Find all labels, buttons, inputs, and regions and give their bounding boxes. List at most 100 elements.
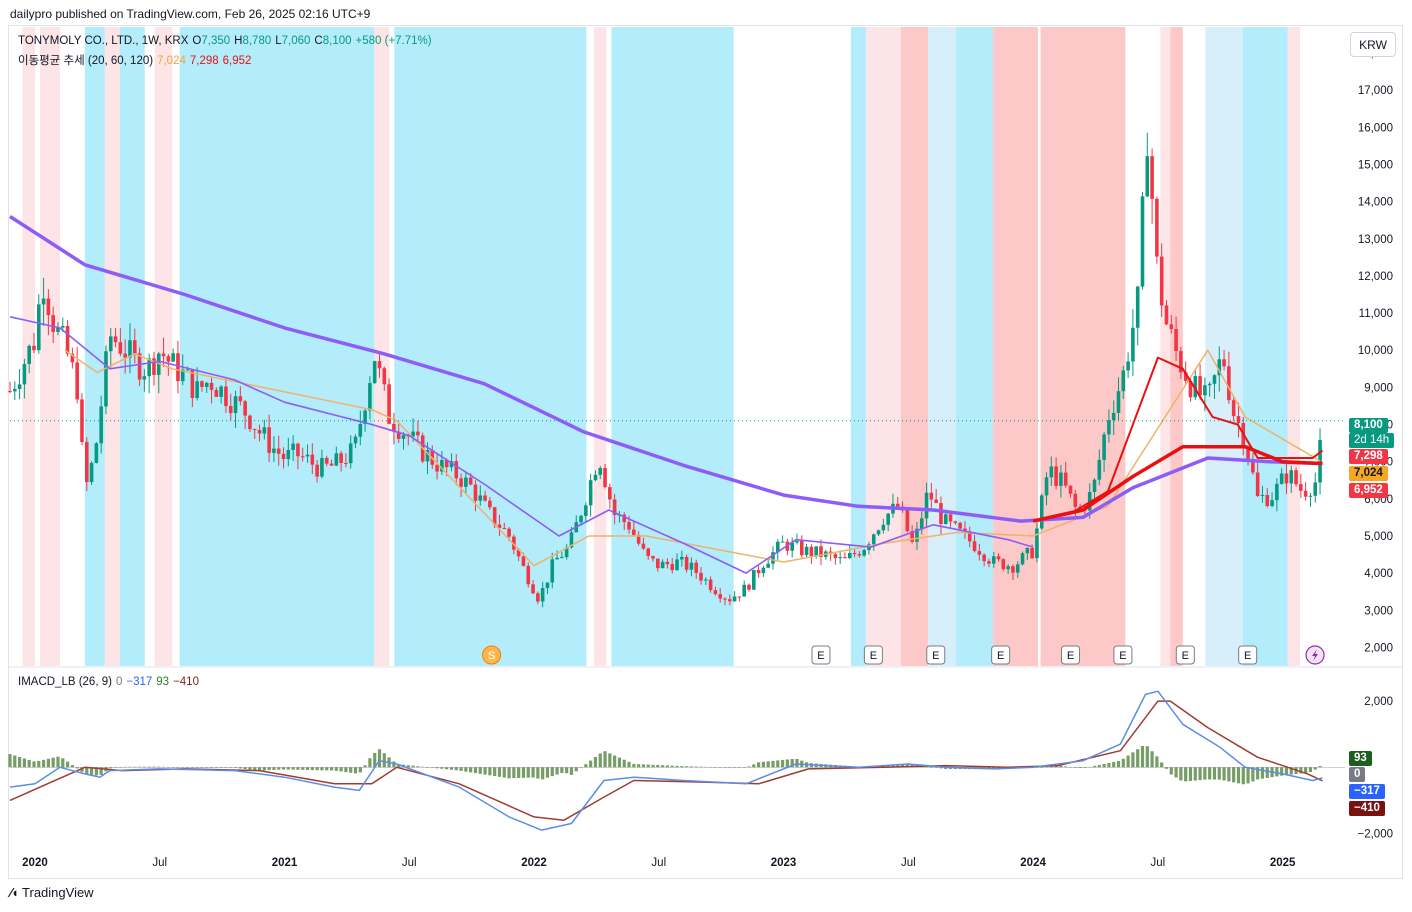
time-axis-label: Jul — [1150, 857, 1165, 869]
candle-body — [1299, 484, 1303, 491]
candle-body — [315, 464, 319, 477]
ma-red-thick-line — [1032, 445, 1323, 523]
time-axis-label: 2022 — [521, 857, 547, 869]
candle-body — [1212, 375, 1217, 384]
macd-histogram-bar — [70, 765, 74, 768]
candle-body — [708, 579, 713, 591]
macd-histogram-bar — [1145, 746, 1149, 768]
candle-body — [790, 542, 794, 551]
macd-histogram-bar — [349, 767, 353, 773]
candle-body — [943, 514, 948, 525]
macd-histogram-bar — [301, 767, 305, 770]
low-value: 7,060 — [281, 35, 311, 47]
candle-body — [219, 386, 223, 397]
candle-body — [1054, 466, 1058, 486]
macd-histogram-bar — [886, 765, 890, 768]
candle-body — [996, 556, 1001, 560]
candle-body — [344, 462, 348, 464]
candle-body — [305, 454, 310, 457]
candle-body — [718, 594, 723, 599]
earnings-event-label: E — [1182, 650, 1189, 662]
macd-histogram-bar — [560, 767, 564, 773]
candle-body — [521, 556, 526, 566]
candle-body — [329, 463, 334, 466]
macd-histogram-bar — [219, 767, 223, 768]
candle-body — [641, 543, 646, 549]
candle-body — [694, 562, 699, 573]
candle-body — [497, 524, 502, 528]
macd-histogram-bar — [737, 767, 742, 768]
macd-histogram-bar — [32, 761, 36, 768]
candle-body — [876, 530, 881, 535]
macd-histogram-bar — [790, 758, 794, 768]
candle-body — [1227, 366, 1231, 401]
macd-histogram-bar — [1049, 766, 1053, 768]
candle-body — [516, 549, 521, 557]
candle-body — [132, 340, 137, 354]
candle-body — [751, 570, 756, 590]
macd-histogram-bar — [675, 765, 679, 768]
tradingview-logo-icon: ⁄◖ — [10, 885, 19, 900]
time-axis-label: 2020 — [22, 857, 48, 869]
candle-body — [1294, 470, 1298, 485]
candle-body — [84, 442, 89, 483]
candle-body — [1270, 500, 1274, 507]
tradingview-logo[interactable]: ⁄◖ TradingView — [10, 885, 94, 900]
macd-histogram-bar — [531, 767, 535, 778]
candle-body — [185, 369, 190, 371]
candle-body — [416, 431, 420, 436]
macd-histogram-bar — [56, 756, 60, 768]
candle-body — [1308, 495, 1313, 497]
candle-body — [324, 457, 329, 464]
macd-histogram-bar — [1265, 767, 1269, 778]
candle-body — [1068, 485, 1073, 494]
macd-histogram-bar — [1208, 767, 1212, 780]
candle-body — [190, 369, 195, 399]
candle-body — [847, 553, 852, 559]
earnings-event-icon — [1238, 645, 1258, 665]
macd-histogram-bar — [497, 767, 502, 777]
candle-body — [377, 361, 382, 369]
macd-histogram-bar — [1222, 767, 1226, 781]
candle-body — [608, 487, 612, 500]
candle-body — [238, 396, 243, 402]
candle-body — [934, 499, 938, 504]
macd-histogram-bar — [1059, 765, 1063, 768]
candle-body — [166, 356, 171, 362]
candle-body — [852, 553, 857, 555]
candle-body — [387, 384, 391, 424]
candle-body — [1207, 383, 1212, 386]
macd-histogram-bar — [454, 767, 458, 771]
candle-body — [1255, 472, 1260, 496]
background-band — [119, 27, 145, 666]
macd-histogram-bar — [205, 767, 209, 768]
macd-histogram-bar — [665, 765, 670, 768]
candle-body — [128, 340, 132, 358]
macd-histogram-bar — [1246, 767, 1250, 784]
ma-tag-c: 6,952 — [1349, 483, 1388, 498]
macd-histogram-bar — [430, 767, 434, 768]
candle-body — [46, 298, 51, 316]
candle-body — [339, 453, 343, 463]
candle-body — [948, 514, 953, 522]
macd-histogram-bar — [353, 767, 358, 774]
candle-body — [656, 558, 660, 569]
candle-body — [526, 565, 531, 585]
candle-body — [65, 325, 70, 354]
candle-body — [252, 429, 257, 431]
macd-histogram-bar — [195, 767, 199, 768]
background-band — [1242, 27, 1288, 666]
candle-body — [1044, 477, 1049, 496]
candle-body — [1289, 470, 1294, 484]
candle-body — [1188, 380, 1193, 398]
split-event-icon — [482, 645, 502, 665]
currency-button[interactable]: KRW — [1350, 32, 1396, 57]
macd-zero-tag: 0 — [1349, 767, 1366, 782]
macd-legend: IMACD_LB (26, 9) 0 −317 93 −410 — [18, 676, 203, 688]
candle-body — [1203, 385, 1207, 396]
earnings-event-icon — [811, 645, 831, 665]
price-axis-label: 17,000 — [1358, 85, 1393, 97]
price-axis-label: 9,000 — [1364, 382, 1393, 394]
earnings-event-label: E — [932, 650, 939, 662]
